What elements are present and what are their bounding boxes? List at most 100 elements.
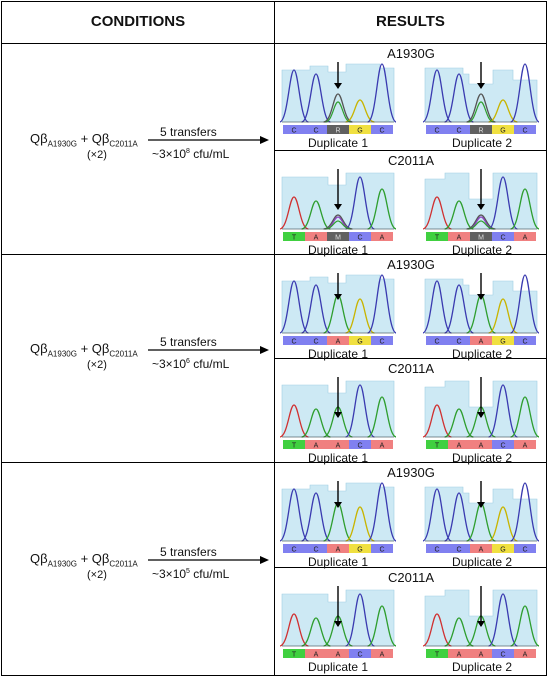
base-call-letter: C: [500, 235, 505, 242]
strain-2-mutation: C2011A: [109, 349, 138, 359]
base-call-box: [283, 232, 305, 241]
conditions-header: CONDITIONS: [90, 13, 186, 30]
base-call-letter: C: [379, 128, 384, 135]
trace-peak: [345, 506, 375, 542]
strain-1: Qβ: [30, 551, 48, 566]
base-call-box: [470, 336, 492, 345]
base-call-box: [426, 544, 448, 553]
base-call-letter: T: [435, 443, 440, 450]
base-call-letter: A: [336, 547, 341, 554]
base-call-box: [492, 125, 514, 134]
base-call-box: [349, 232, 371, 241]
base-call-box: [448, 544, 470, 553]
trace-peak: [444, 408, 474, 438]
strain-1-mutation: A1930G: [47, 349, 77, 359]
base-call-box: [371, 232, 393, 241]
trace-peak: [444, 200, 474, 230]
transfer-count: 5 transfers: [160, 334, 217, 349]
results-header: RESULTS: [376, 13, 445, 30]
duplicate-label: Duplicate 1: [307, 451, 369, 465]
trace-peak: [466, 214, 496, 230]
base-call-box: [448, 336, 470, 345]
base-call-letter: C: [522, 128, 527, 135]
base-call-box: [514, 440, 536, 449]
base-call-box: [327, 440, 349, 449]
base-call-box: [371, 649, 393, 658]
base-call-box: [349, 125, 371, 134]
trace-peak: [366, 274, 398, 334]
trace-peak: [279, 69, 309, 123]
base-call-letter: C: [434, 339, 439, 346]
trace-peak: [422, 613, 452, 647]
strain-mix: QβA1930G + QβC2011A: [30, 131, 138, 149]
titer-label: ~3×108 cfu/mL: [152, 147, 229, 161]
strain-2: Qβ: [91, 551, 110, 566]
trace-peak: [444, 73, 474, 123]
base-call-box: [492, 649, 514, 658]
base-call-letter: M: [478, 235, 484, 242]
trace-peak: [301, 492, 331, 542]
plus-sign: +: [76, 131, 92, 146]
base-call-box: [514, 125, 536, 134]
trace-peak: [345, 298, 375, 334]
strain-2-mutation: C2011A: [109, 559, 138, 569]
trace-peak: [444, 617, 474, 647]
base-call-letter: G: [500, 128, 505, 135]
strain-2-mutation: C2011A: [109, 139, 138, 149]
base-call-letter: A: [380, 235, 385, 242]
column-divider: [274, 2, 275, 675]
base-call-box: [305, 649, 327, 658]
trace-peak: [279, 280, 309, 334]
trace-peak: [279, 613, 309, 647]
base-call-box: [305, 232, 327, 241]
base-call-box: [514, 649, 536, 658]
base-call-letter: M: [335, 235, 341, 242]
trace-peak: [510, 188, 540, 230]
trace-peak: [301, 408, 331, 438]
base-call-letter: A: [336, 443, 341, 450]
base-call-box: [426, 125, 448, 134]
base-call-box: [349, 440, 371, 449]
base-call-box: [470, 544, 492, 553]
panel-divider-2: [274, 358, 546, 359]
trace-peak: [466, 93, 496, 123]
base-call-letter: G: [357, 547, 362, 554]
duplicate-label: Duplicate 2: [451, 660, 513, 674]
base-call-box: [470, 440, 492, 449]
base-call-box: [448, 649, 470, 658]
strain-1: Qβ: [30, 340, 48, 356]
base-call-box: [305, 544, 327, 553]
condition-block: QβA1930G + QβC2011A (×2) 5 transfers ~3×106…: [30, 331, 270, 387]
condition-block: QβA1930G + QβC2011A (×2) 5 transfers ~3×108…: [30, 121, 270, 177]
base-call-box: [283, 544, 305, 553]
header-divider: [2, 43, 546, 44]
base-call-box: [470, 125, 492, 134]
strain-mix: QβA1930G + QβC2011A: [30, 551, 138, 569]
base-call-box: [327, 336, 349, 345]
trace-peak: [444, 284, 474, 334]
strain-1: Qβ: [30, 131, 48, 146]
trace-peak: [422, 196, 452, 230]
titer-exponent: 8: [186, 148, 190, 155]
trace-peak: [345, 176, 375, 230]
mutation-title: C2011A: [387, 570, 434, 585]
duplicate-label: Duplicate 1: [307, 347, 369, 361]
transfer-arrow-icon: [148, 345, 269, 354]
base-call-box: [283, 336, 305, 345]
base-call-box: [327, 544, 349, 553]
base-call-letter: T: [292, 443, 297, 450]
replicate-count: (×2): [87, 149, 107, 161]
base-call-box: [305, 440, 327, 449]
plus-sign: +: [76, 551, 92, 566]
base-call-letter: G: [357, 339, 362, 346]
